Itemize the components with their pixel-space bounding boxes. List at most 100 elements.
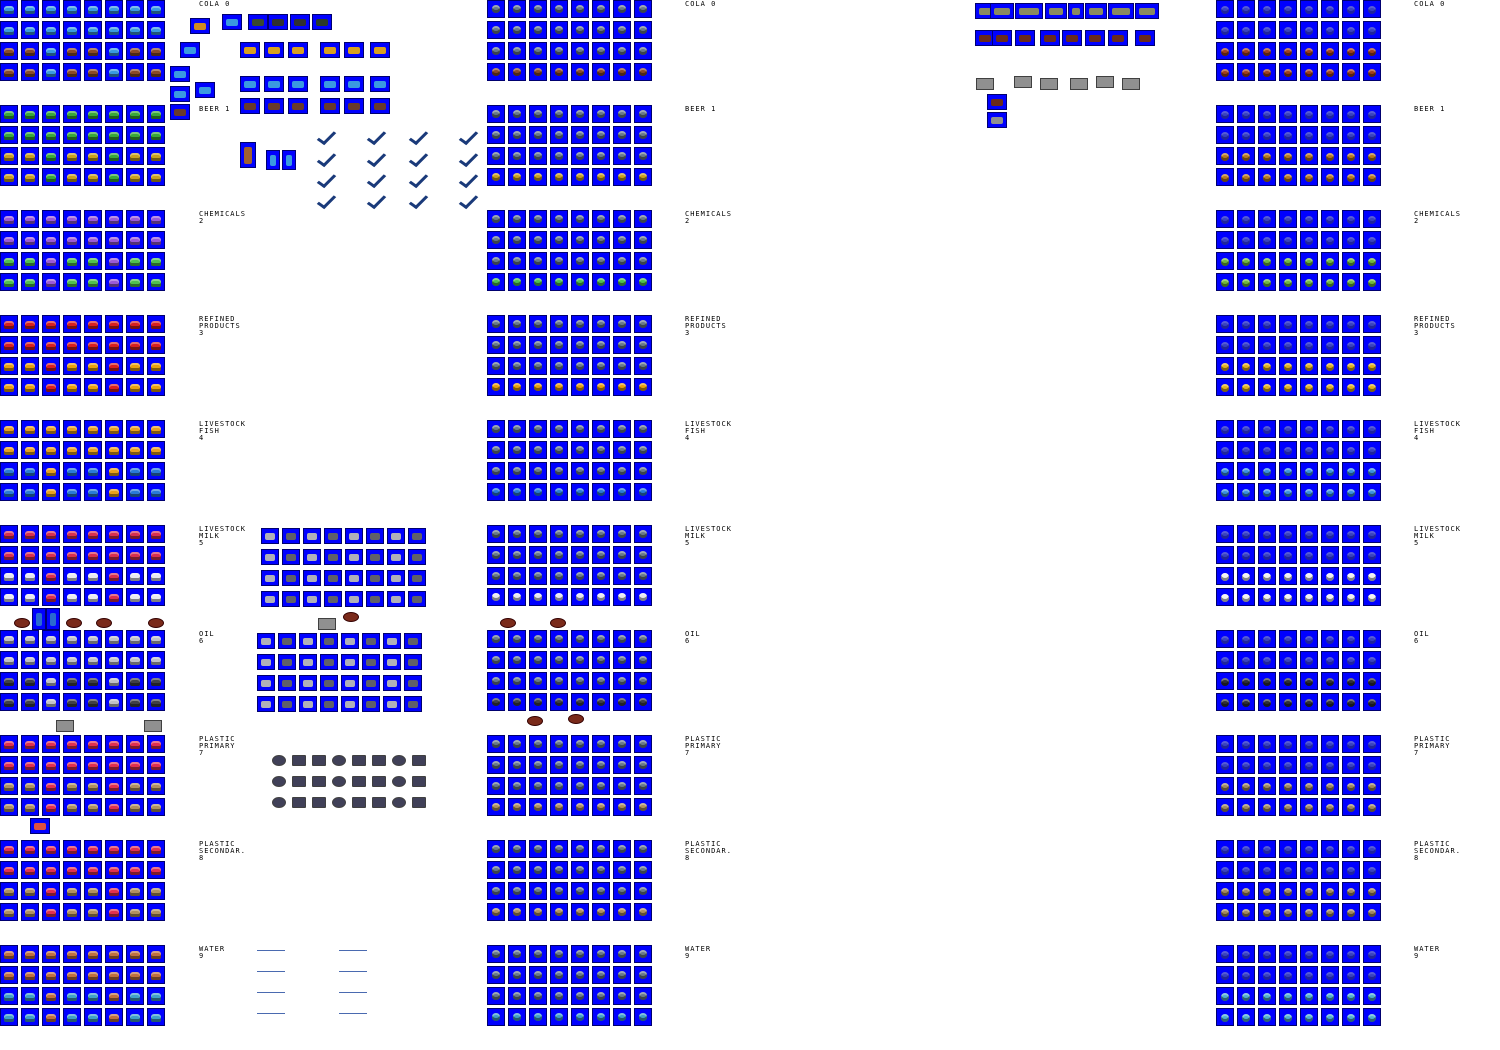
cargo-sprite-tile [1300,903,1318,921]
cargo-sprite-tile [634,210,652,228]
cargo-sprite-tile [84,672,102,690]
cargo-sprite-tile [1300,147,1318,165]
cargo-sprite-tile [550,483,568,501]
cargo-sprite-tile [508,735,526,753]
dome-sprite [1045,3,1067,19]
cargo-sprite-tile [634,882,652,900]
cargo-sprite-tile [1279,0,1297,18]
cargo-sprite-tile [84,798,102,816]
cargo-label-line: MILK [199,532,220,540]
cargo-sprite-tile [147,210,165,228]
container-sprite [1096,76,1114,88]
cargo-sprite-tile [571,777,589,795]
cargo-sprite-tile [63,315,81,333]
cargo-sprite-tile [1321,546,1339,564]
cargo-sprite-tile [592,126,610,144]
cargo-sprite-tile [634,273,652,291]
cargo-sprite-tile [550,672,568,690]
cargo-sprite-tile [508,336,526,354]
cargo-sprite-tile [147,357,165,375]
cargo-sprite-tile [1363,777,1381,795]
cargo-sprite-tile [84,525,102,543]
cargo-sprite-tile [613,630,631,648]
sprite-grid [487,945,652,1026]
cargo-label: OIL 6 [199,631,259,645]
cargo-sprite-tile [1216,336,1234,354]
cargo-sprite-tile [508,147,526,165]
cargo-sprite-tile [21,168,39,186]
cargo-sprite-tile [0,861,18,879]
cargo-sprite-tile [1342,546,1360,564]
container-sprite [1122,78,1140,90]
cargo-label-line: PRIMARY [685,742,722,750]
cargo-label: PLASTIC SECONDAR. 8 [1414,841,1474,862]
cargo-sprite-tile [21,315,39,333]
sprite-grid [487,525,652,606]
cargo-sprite-tile [21,840,39,858]
cargo-sprite-tile [1279,651,1297,669]
container-sprite [303,570,321,586]
cargo-sprite-tile [613,903,631,921]
cargo-sprite-tile [1216,0,1234,18]
cargo-sprite-tile [84,42,102,60]
cargo-sprite-tile [571,693,589,711]
cargo-sprite-tile [592,840,610,858]
cargo-sprite-tile [126,483,144,501]
cargo-sprite-tile [63,777,81,795]
cargo-sprite-tile [84,693,102,711]
cargo-sprite-tile [21,357,39,375]
cargo-sprite-tile [1258,378,1276,396]
container-sprite [366,528,384,544]
cargo-sprite-tile [1321,882,1339,900]
cargo-sprite-tile [1321,840,1339,858]
cargo-sprite-tile [1216,378,1234,396]
cargo-sprite-tile [1342,777,1360,795]
cargo-sprite-tile [21,882,39,900]
cargo-sprite-tile [487,861,505,879]
cargo-sprite-tile [147,567,165,585]
cargo-sprite-tile [105,567,123,585]
sprite-grid [0,105,165,186]
cargo-sprite-tile [529,1008,547,1026]
cargo-sprite-tile [613,546,631,564]
cargo-sprite-tile [613,441,631,459]
cargo-sprite-tile [1216,672,1234,690]
cargo-sprite-tile [1279,441,1297,459]
cargo-sprite-tile [0,693,18,711]
cargo-sprite-tile [1342,861,1360,879]
cargo-sprite-tile [529,735,547,753]
cargo-sprite-tile [613,21,631,39]
cargo-sprite-tile [1300,420,1318,438]
cargo-sprite-tile [147,0,165,18]
container-sprite [257,696,275,712]
cargo-sprite-tile [634,525,652,543]
cargo-sprite-tile [1363,420,1381,438]
cargo-sprite-tile [571,168,589,186]
barrel-sprite [170,66,190,82]
cargo-sprite-tile [571,966,589,984]
cargo-sprite-tile [1237,126,1255,144]
cargo-sprite-tile [634,147,652,165]
cargo-label-line: 4 [1414,434,1420,442]
cargo-sprite-tile [105,315,123,333]
cargo-sprite-tile [1300,987,1318,1005]
cargo-label: LIVESTOCK FISH 4 [199,421,259,442]
cargo-sprite-tile [105,945,123,963]
cargo-sprite-tile [592,147,610,165]
barrel-sprite [1085,30,1105,46]
cargo-sprite-tile [42,231,60,249]
cargo-sprite-tile [634,588,652,606]
cargo-sprite-tile [105,546,123,564]
cargo-sprite-tile [1342,378,1360,396]
cargo-sprite-tile [84,987,102,1005]
cargo-sprite-tile [529,882,547,900]
cargo-sprite-tile [1258,588,1276,606]
cargo-sprite-tile [1300,945,1318,963]
cargo-sprite-tile [21,525,39,543]
sprite-grid [1216,420,1381,501]
cargo-sprite-tile [634,966,652,984]
cargo-sprite-tile [529,945,547,963]
cargo-sprite-tile [1216,945,1234,963]
cargo-sprite-tile [634,63,652,81]
cargo-sprite-tile [613,588,631,606]
